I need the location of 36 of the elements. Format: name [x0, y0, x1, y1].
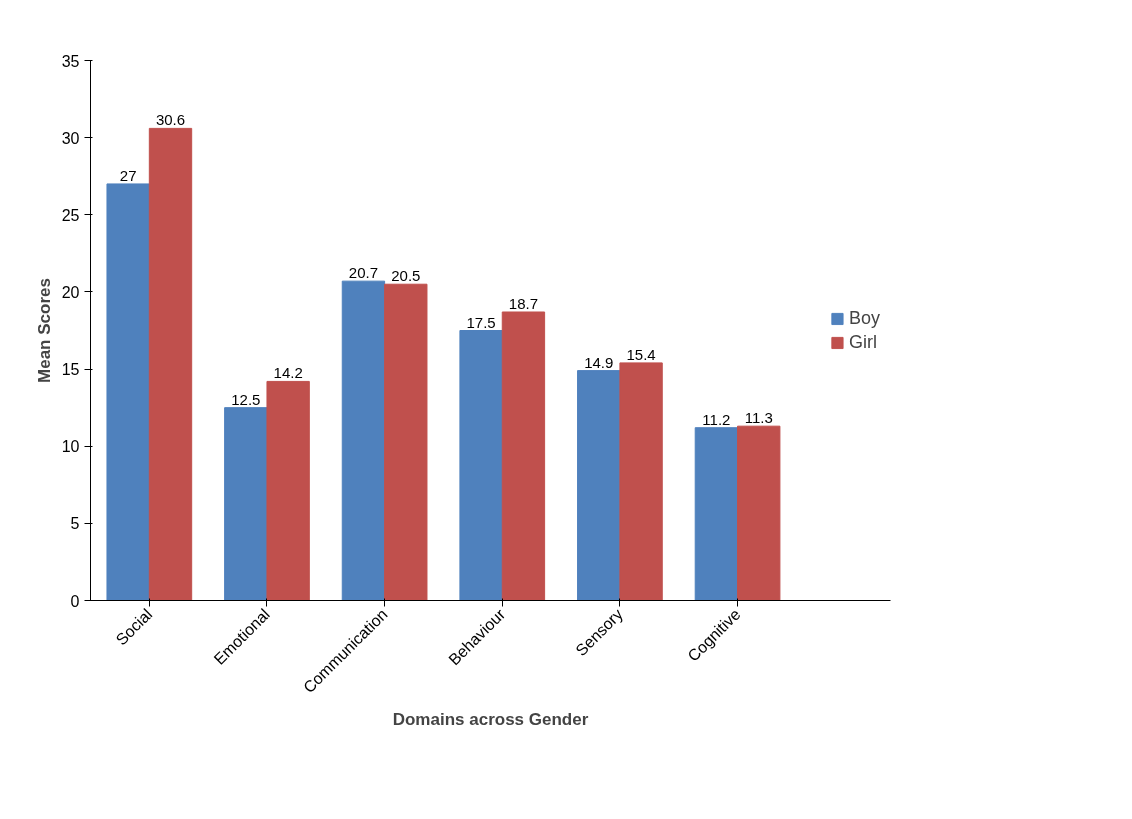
data-label: 15.4	[626, 345, 656, 363]
data-label: 20.7	[348, 264, 379, 282]
y-tick-label: 35	[61, 52, 80, 70]
data-label: 27	[119, 166, 137, 184]
legend-label: Boy	[848, 307, 880, 329]
data-label: 14.2	[273, 364, 303, 382]
bar	[619, 362, 663, 601]
y-tick-label: 30	[61, 129, 80, 147]
legend-label: Girl	[848, 331, 877, 353]
data-label: 12.5	[231, 390, 261, 408]
bar	[266, 380, 310, 601]
bar	[224, 407, 268, 601]
bar	[384, 283, 428, 601]
y-tick-label: 20	[61, 283, 80, 301]
y-axis-title: Mean Scores	[34, 278, 54, 383]
data-label: 17.5	[466, 313, 496, 331]
y-tick-label: 15	[61, 361, 80, 379]
data-label: 20.5	[391, 267, 421, 285]
bar	[694, 427, 739, 601]
y-tick-label: 0	[70, 592, 80, 610]
bar	[106, 183, 150, 601]
data-label: 14.9	[584, 353, 614, 371]
bar	[341, 280, 386, 601]
data-label: 18.7	[508, 294, 539, 312]
bar	[148, 127, 193, 601]
data-label: 11.3	[744, 409, 773, 427]
bar	[459, 330, 503, 601]
x-axis-title: Domains across Gender	[392, 710, 589, 730]
y-tick-label: 5	[70, 515, 80, 533]
bar	[737, 425, 781, 601]
data-label: 30.6	[155, 111, 186, 129]
y-tick-label: 10	[61, 438, 80, 456]
y-tick-label: 25	[61, 206, 80, 224]
bar	[577, 370, 621, 601]
bar	[501, 311, 546, 601]
data-label: 11.2	[702, 410, 731, 428]
